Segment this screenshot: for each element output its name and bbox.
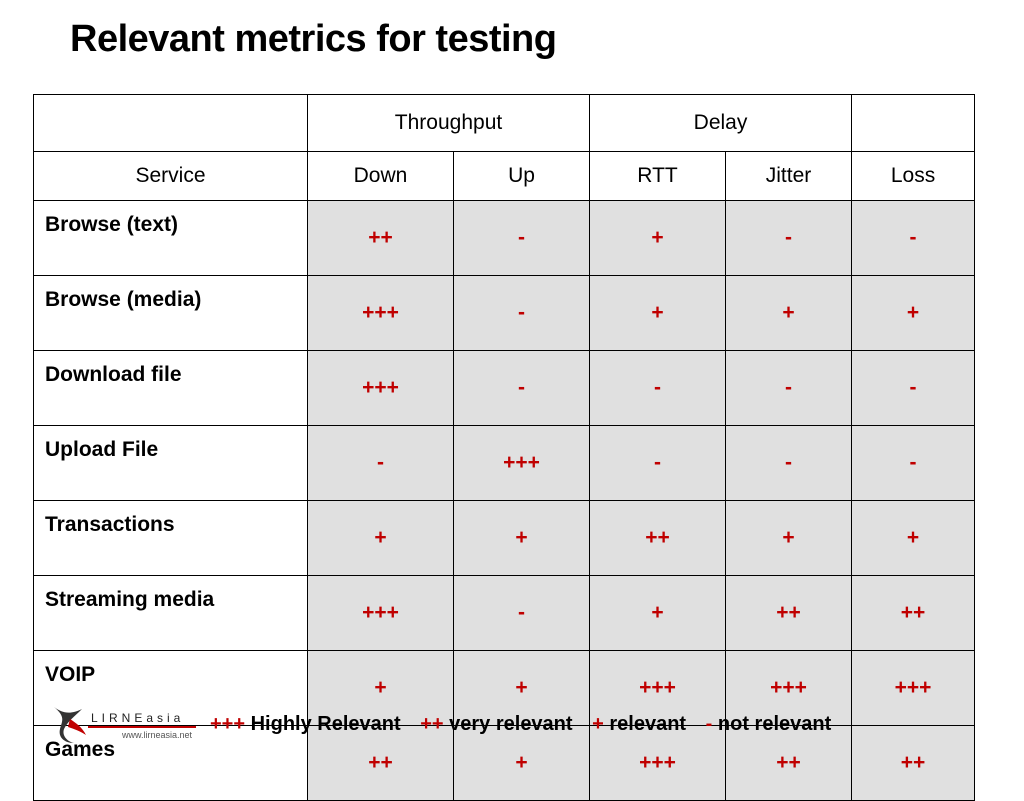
relevance-cell: - [452, 200, 591, 276]
relevance-cell: - [725, 425, 853, 501]
relevance-cell: +++ [452, 425, 591, 501]
relevance-cell: + [851, 275, 976, 351]
relevance-cell: - [851, 350, 976, 426]
group-header-delay: Delay [589, 94, 853, 152]
relevance-cell: - [851, 200, 976, 276]
relevance-cell: +++ [589, 650, 727, 726]
relevance-cell: ++ [307, 200, 454, 276]
relevance-cell: - [725, 200, 853, 276]
column-header-rtt: RTT [589, 151, 727, 201]
service-name: Download file [33, 350, 308, 426]
logo-divider [88, 726, 196, 728]
relevance-cell: +++ [307, 350, 454, 426]
column-header-jitter: Jitter [725, 151, 853, 201]
group-header-empty [33, 94, 308, 152]
relevance-cell: + [725, 275, 853, 351]
table-row: Streaming media +++ - + ++ ++ [33, 575, 976, 651]
relevance-cell: + [589, 575, 727, 651]
relevance-cell: - [307, 425, 454, 501]
legend: LIRNEasia www.lirneasia.net +++ Highly R… [48, 703, 948, 747]
service-name: Transactions [33, 500, 308, 576]
relevance-cell: + [725, 500, 853, 576]
service-name: Browse (media) [33, 275, 308, 351]
lirneasia-mark-icon [54, 707, 86, 743]
key-label: Highly Relevant [250, 713, 401, 735]
relevance-cell: - [452, 575, 591, 651]
relevance-cell: - [452, 350, 591, 426]
relevance-cell: +++ [307, 275, 454, 351]
relevance-cell: +++ [851, 650, 976, 726]
relevance-cell: + [589, 200, 727, 276]
key-symbol: + [592, 713, 604, 735]
relevance-cell: + [452, 500, 591, 576]
column-header-down: Down [307, 151, 454, 201]
key-label: relevant [609, 713, 687, 735]
column-header-loss: Loss [851, 151, 976, 201]
relevance-cell: - [589, 350, 727, 426]
column-header-up: Up [452, 151, 591, 201]
relevance-cell: ++ [851, 575, 976, 651]
service-name: Streaming media [33, 575, 308, 651]
group-header-throughput: Throughput [306, 94, 591, 152]
page-title: Relevant metrics for testing [70, 18, 557, 60]
table-row: Transactions + + ++ + + [33, 500, 976, 576]
metrics-table: Throughput Delay Service Down Up RTT Jit… [33, 94, 976, 801]
key-label: not relevant [717, 713, 832, 735]
service-name: VOIP [33, 650, 308, 726]
service-name: Upload File [33, 425, 308, 501]
table-row: Browse (text) ++ - + - - [33, 200, 976, 276]
column-header-service: Service [33, 151, 308, 201]
relevance-cell: + [307, 500, 454, 576]
relevance-key: +++ Highly Relevant ++ very relevant + r… [210, 713, 831, 736]
table-row: Upload File - +++ - - - [33, 425, 976, 501]
key-symbol: ++ [420, 713, 444, 735]
table-row: Browse (media) +++ - + + + [33, 275, 976, 351]
group-header-empty [851, 94, 976, 152]
key-label: very relevant [449, 713, 573, 735]
service-name: Browse (text) [33, 200, 308, 276]
relevance-cell: ++ [589, 500, 727, 576]
relevance-cell: + [851, 500, 976, 576]
table-row: VOIP + + +++ +++ +++ [33, 650, 976, 726]
relevance-cell: - [589, 425, 727, 501]
relevance-cell: - [851, 425, 976, 501]
column-header-row: Service Down Up RTT Jitter Loss [33, 151, 976, 201]
relevance-cell: +++ [725, 650, 853, 726]
relevance-cell: - [725, 350, 853, 426]
logo-url: www.lirneasia.net [122, 730, 193, 740]
key-symbol: +++ [210, 713, 246, 735]
table-row: Download file +++ - - - - [33, 350, 976, 426]
relevance-cell: - [452, 275, 591, 351]
relevance-cell: +++ [307, 575, 454, 651]
relevance-cell: + [589, 275, 727, 351]
key-symbol: - [705, 713, 713, 735]
lirneasia-logo: LIRNEasia www.lirneasia.net [48, 703, 200, 747]
relevance-cell: ++ [725, 575, 853, 651]
group-header-row: Throughput Delay [33, 94, 976, 152]
logo-text: LIRNEasia [91, 711, 185, 725]
